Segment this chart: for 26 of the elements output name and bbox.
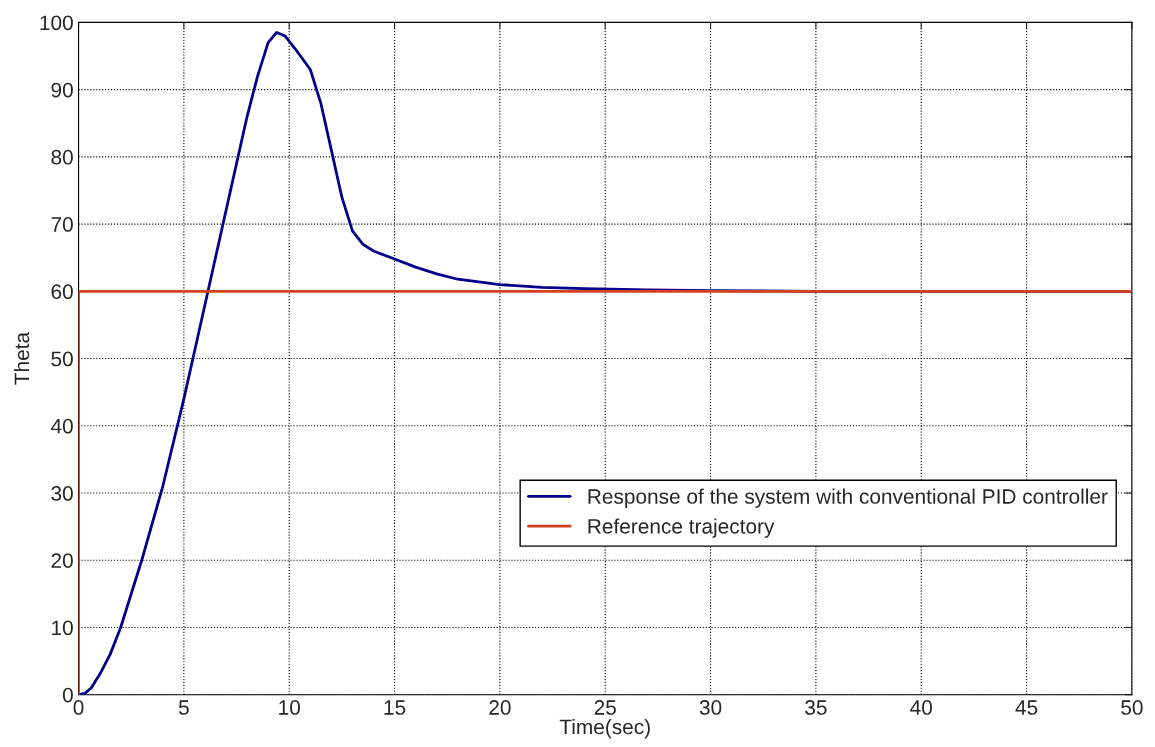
x-tick-label: 10	[279, 700, 300, 715]
x-axis-title: Time(sec)	[559, 718, 650, 739]
x-tick-label: 15	[384, 700, 406, 715]
y-tick-label: 80	[51, 149, 73, 165]
y-tick-label: 90	[51, 82, 73, 98]
y-tick-label: 50	[51, 351, 73, 367]
y-tick-label: 40	[50, 418, 73, 434]
x-tick-label: 40	[910, 700, 932, 715]
y-tick-label: 100	[40, 15, 73, 31]
x-tick-label: 0	[73, 700, 84, 715]
legend-label: Reference trajectory	[588, 518, 775, 538]
y-tick-label: 20	[51, 553, 73, 568]
y-tick-label: 0	[62, 687, 73, 703]
y-tick-label: 60	[51, 284, 73, 300]
x-tick-label: 35	[805, 700, 827, 715]
y-tick-label: 70	[51, 217, 73, 232]
x-tick-label: 5	[178, 700, 189, 715]
x-tick-label: 30	[699, 700, 722, 715]
legend-label: Response of the system with conventional PID controller	[588, 488, 1108, 508]
x-tick-label: 25	[594, 700, 616, 715]
y-axis-title: Theta	[13, 331, 30, 385]
x-tick-label: 45	[1015, 700, 1038, 715]
x-tick-label: 20	[489, 700, 511, 715]
x-tick-label: 50	[1121, 700, 1143, 715]
y-tick-label: 30	[51, 486, 73, 501]
y-tick-label: 10	[52, 620, 73, 636]
